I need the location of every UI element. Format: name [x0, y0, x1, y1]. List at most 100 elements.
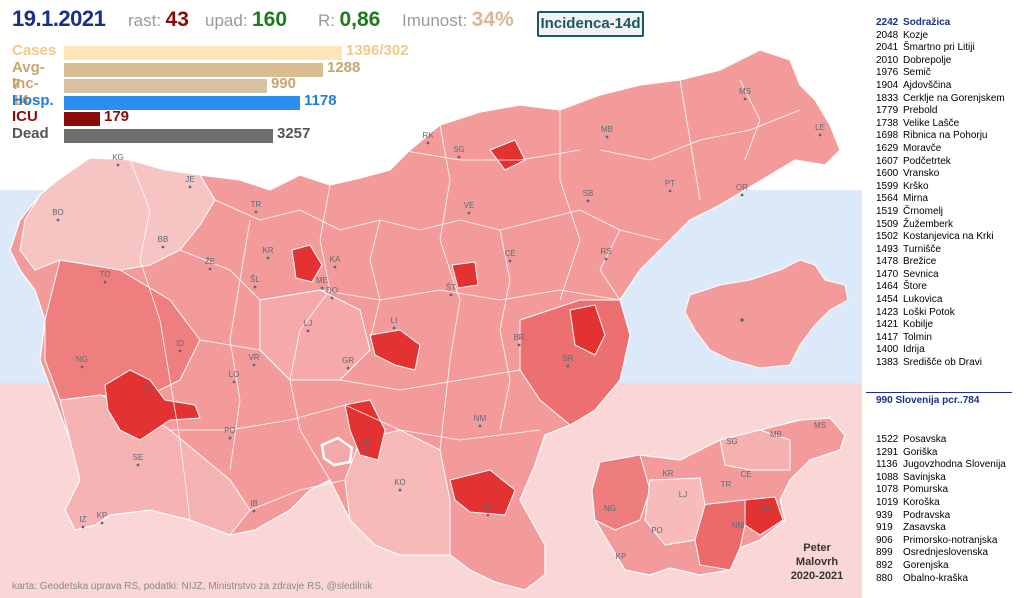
rast-label: rast:: [128, 11, 162, 30]
map-marker-7: [253, 285, 257, 289]
map-marker-38: [508, 259, 512, 263]
region-item: 1136 Jugovzhodna Slovenija: [876, 459, 1006, 472]
author-line-2: Malovrh: [795, 556, 839, 568]
map-marker-12: [392, 326, 396, 330]
list-name: Štore: [903, 281, 927, 293]
list-name: Tolmin: [903, 331, 932, 343]
map-marker-1: [188, 185, 192, 189]
stat-label: Inc-14: [12, 75, 39, 109]
list-name: Mirna: [903, 193, 929, 205]
incidence-badge[interactable]: Incidenca-14d: [537, 11, 644, 37]
date-label: 19.1.2021: [12, 6, 106, 31]
list-value: 1976: [876, 67, 899, 79]
map-marker-36: [467, 211, 471, 215]
list-name: Gorenjska: [903, 559, 949, 571]
region-item: 1019 Koroška: [876, 497, 1006, 510]
stat-value: 1178: [304, 91, 337, 109]
list-value: 2242: [876, 17, 899, 28]
regional-map-posavska: [744, 496, 784, 536]
map-marker-11: [306, 329, 310, 333]
municipality-item: 1629 Moravče: [876, 143, 1005, 156]
regional-map: SG MB MS KR CE TR LJ NG PO NM KK KP: [591, 417, 846, 576]
slovenia-total: 990 Slovenija pcr..784: [876, 395, 980, 406]
map-label-0: KG: [112, 153, 124, 162]
list-name: Krško: [903, 180, 929, 192]
map-marker-17: [252, 363, 256, 367]
list-value: 1698: [876, 130, 899, 142]
list-value: 1493: [876, 243, 899, 255]
map-label-36: VE: [464, 201, 475, 210]
map-label-28: IB: [250, 499, 258, 508]
list-value: 1904: [876, 79, 899, 91]
region-list: 1522 Posavska 1291 Goriška 1136 Jugovzhodna S…: [876, 434, 1006, 585]
map-label-5: BB: [158, 235, 169, 244]
list-value: 1738: [876, 117, 899, 129]
list-name: Središče ob Dravi: [903, 357, 982, 369]
list-value: 1383: [876, 357, 899, 369]
municipality-item: 1478 Brežice: [876, 256, 1005, 269]
stat-value: 179: [104, 108, 130, 125]
map-label-6: ŽE: [205, 257, 215, 266]
municipality-item: 1833 Cerklje na Gorenjskem: [876, 93, 1005, 106]
list-value: 899: [876, 547, 893, 559]
list-name: Osrednjeslovenska: [903, 547, 989, 559]
r-label: R:: [318, 11, 335, 30]
list-value: 1423: [876, 306, 899, 318]
map-hotspot-smartno: [369, 329, 421, 371]
list-name: Dobrepolje: [903, 54, 952, 66]
municipality-item: 1383 Središče ob Dravi: [876, 357, 1005, 370]
list-name: Podravska: [903, 509, 951, 521]
municipality-item: 1564 Mirna: [876, 193, 1005, 206]
list-value: 1136: [876, 459, 898, 471]
list-value: 1421: [876, 319, 899, 331]
stat-bar: [64, 62, 323, 77]
municipality-item: 1400 Idrija: [876, 344, 1005, 357]
map-marker-22: [398, 488, 402, 492]
region-item: 1522 Posavska: [876, 434, 1006, 447]
list-name: Brežice: [903, 256, 937, 268]
list-name: Moravče: [903, 142, 942, 154]
map-marker-32: [668, 189, 672, 193]
mini-map-marker: [740, 318, 744, 322]
list-value: 1478: [876, 256, 899, 268]
regional-label-2: MS: [814, 421, 826, 430]
r-value: 0,86: [339, 8, 381, 31]
imunost-stat: Imunost: 34%: [402, 8, 514, 32]
municipality-item: 1493 Turnišče: [876, 244, 1005, 257]
map-marker-0: [116, 163, 120, 167]
map-marker-25: [486, 513, 490, 517]
list-name: Zasavska: [903, 522, 946, 534]
map-hotspot-krsko: [569, 304, 606, 356]
map-marker-30: [457, 155, 461, 159]
regional-label-4: CE: [740, 470, 751, 479]
list-value: 2041: [876, 42, 899, 54]
list-name: Ribnica na Pohorju: [903, 130, 988, 142]
list-name: Savinjska: [903, 471, 946, 483]
regional-map-jugovzhodna: [694, 499, 746, 571]
stat-bar: [64, 46, 342, 60]
region-item: 906 Primorsko-notranjska: [876, 535, 1006, 548]
map-marker-2: [56, 218, 60, 222]
map-label-2: BO: [52, 208, 64, 217]
regional-map-goriska: [591, 454, 651, 531]
region-item: 899 Osrednjeslovenska: [876, 547, 1006, 560]
mini-slovenia-map: [684, 259, 849, 369]
r-stat: R: 0,86: [318, 8, 380, 32]
municipality-item: 1698 Ribnica na Pohorju: [876, 130, 1005, 143]
map-label-16: NG: [76, 355, 88, 364]
map-marker-26: [81, 525, 85, 529]
municipality-item: 2242 Sodražica: [876, 17, 1005, 30]
list-name: Lukovica: [903, 294, 943, 306]
regional-label-3: KR: [662, 469, 673, 478]
map-marker-41: [517, 343, 521, 347]
map-marker-42: [566, 364, 570, 368]
map-label-41: BR: [513, 333, 524, 342]
list-name: Šmartno pri Litiji: [903, 42, 975, 54]
region-item: 880 Obalno-kraška: [876, 573, 1006, 586]
list-value: 1464: [876, 281, 899, 293]
list-name: Črnomelj: [903, 205, 944, 217]
map-marker-21: [136, 463, 140, 467]
data-source-credit: karta: Geodetska uprava RS, podatki: NIJ…: [12, 581, 373, 592]
list-value: 1417: [876, 331, 899, 343]
